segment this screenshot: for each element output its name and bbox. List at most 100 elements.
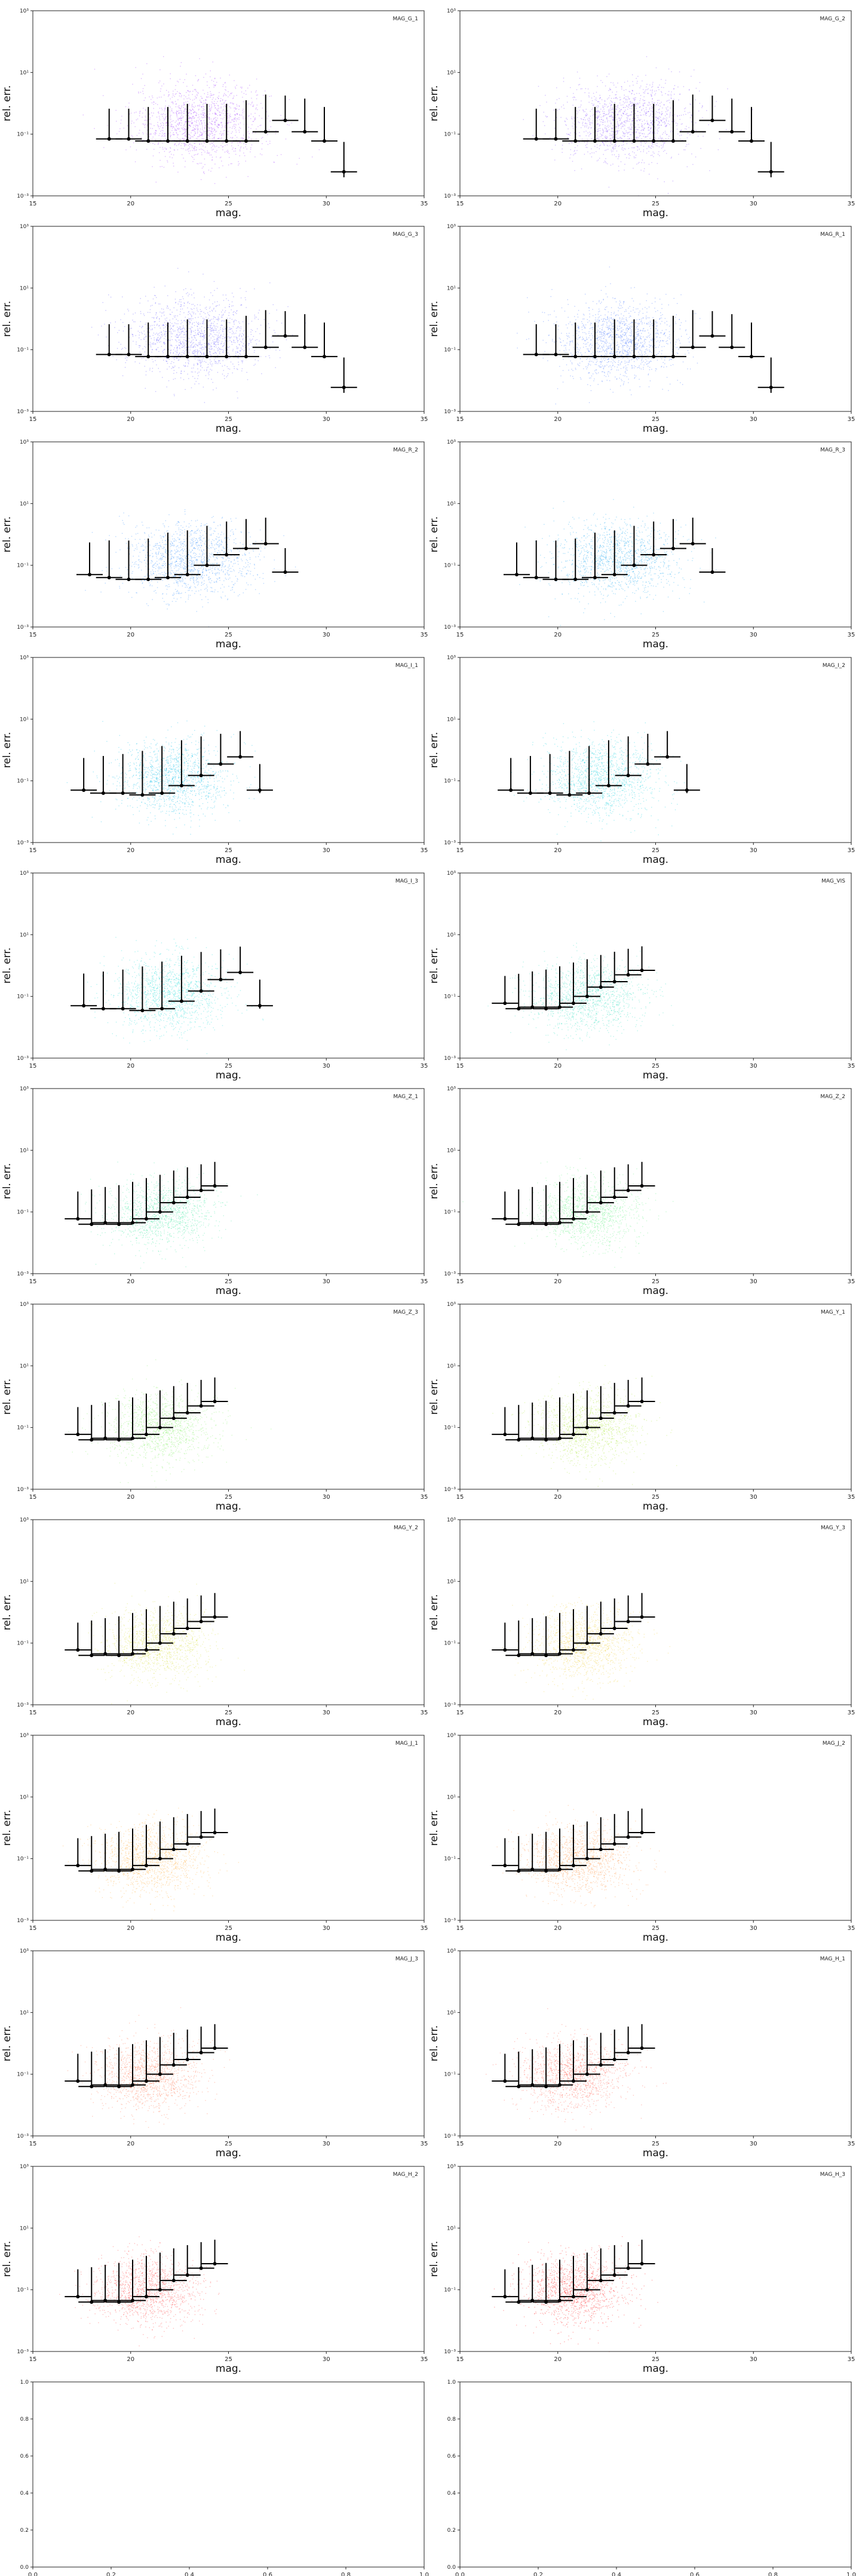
scatter-point [671, 351, 673, 352]
scatter-point [616, 337, 617, 338]
scatter-point [637, 124, 639, 125]
scatter-point [611, 339, 612, 340]
scatter-point [170, 136, 171, 137]
scatter-point [591, 103, 593, 104]
scatter-point [210, 346, 211, 348]
scatter-point [640, 354, 642, 355]
scatter-point [164, 133, 165, 134]
scatter-point [194, 337, 195, 338]
scatter-point [191, 130, 192, 131]
scatter-point [195, 340, 197, 341]
scatter-point [660, 137, 661, 139]
scatter-point [242, 110, 243, 112]
scatter-point [557, 329, 559, 330]
scatter-point [211, 159, 213, 161]
scatter-point [217, 355, 219, 356]
scatter-point [631, 104, 633, 106]
scatter-point [165, 339, 167, 340]
scatter-point [646, 364, 648, 365]
scatter-point [637, 146, 639, 147]
scatter-point [628, 153, 630, 154]
errorbar-series [96, 94, 357, 177]
scatter-point [629, 131, 630, 133]
scatter-point [699, 82, 701, 83]
scatter-point [177, 315, 178, 316]
scatter-point [164, 150, 165, 152]
scatter-point [661, 365, 662, 367]
scatter-point [142, 132, 143, 133]
scatter-point [180, 377, 182, 379]
scatter-point [637, 328, 639, 330]
scatter-point [211, 94, 213, 96]
scatter-point [617, 114, 618, 115]
scatter-point [211, 129, 213, 130]
scatter-point [238, 364, 240, 365]
scatter-point [212, 303, 213, 305]
scatter-point [219, 115, 220, 116]
scatter-point [628, 349, 629, 351]
scatter-point [223, 329, 225, 330]
scatter-point [690, 117, 691, 118]
x-tick-label: 20 [127, 416, 134, 423]
scatter-point [634, 100, 635, 102]
scatter-point [204, 116, 205, 118]
scatter-point [591, 152, 593, 153]
scatter-point [214, 113, 216, 114]
scatter-point [152, 328, 153, 330]
scatter-point [643, 96, 645, 97]
scatter-point [600, 338, 602, 339]
scatter-point [198, 324, 200, 325]
scatter-point [170, 78, 171, 79]
scatter-point [216, 338, 217, 339]
scatter-point [190, 138, 191, 139]
scatter-point [589, 316, 590, 318]
scatter-point [669, 334, 670, 336]
scatter-point [185, 143, 186, 145]
scatter-point [161, 346, 162, 347]
scatter-point [215, 121, 216, 122]
scatter-point [596, 131, 597, 133]
scatter-point [190, 328, 191, 329]
scatter-point [155, 103, 157, 104]
scatter-point [158, 340, 159, 342]
scatter-point [197, 363, 198, 364]
scatter-point [665, 79, 667, 81]
scatter-point [631, 358, 633, 359]
scatter-point [669, 102, 670, 103]
scatter-point [223, 320, 225, 321]
scatter-point [256, 343, 257, 345]
scatter-point [218, 347, 219, 348]
scatter-point [192, 116, 194, 118]
scatter-point [625, 122, 627, 124]
scatter-point [236, 311, 237, 312]
scatter-point [216, 113, 217, 115]
scatter-point [603, 153, 604, 155]
scatter-point [752, 109, 753, 110]
scatter-point [609, 135, 610, 136]
scatter-point [140, 91, 142, 93]
scatter-point [124, 326, 125, 327]
scatter-point [205, 99, 207, 100]
scatter-point [628, 352, 630, 353]
scatter-point [609, 139, 610, 140]
scatter-point [243, 147, 244, 149]
scatter-point [231, 309, 232, 311]
scatter-point [214, 78, 216, 79]
scatter-point [567, 134, 569, 135]
scatter-point [180, 119, 182, 121]
scatter-point [248, 133, 250, 134]
scatter-point [228, 119, 229, 121]
scatter-point [133, 142, 134, 143]
scatter-point [164, 333, 165, 334]
scatter-point [217, 320, 219, 321]
scatter-point [602, 110, 603, 112]
scatter-point [201, 134, 203, 135]
scatter-point [140, 339, 142, 340]
scatter-point [211, 131, 213, 132]
scatter-point [603, 346, 605, 348]
scatter-point [179, 353, 180, 355]
scatter-point [651, 345, 652, 346]
scatter-point [244, 297, 246, 299]
scatter-point [217, 316, 219, 318]
